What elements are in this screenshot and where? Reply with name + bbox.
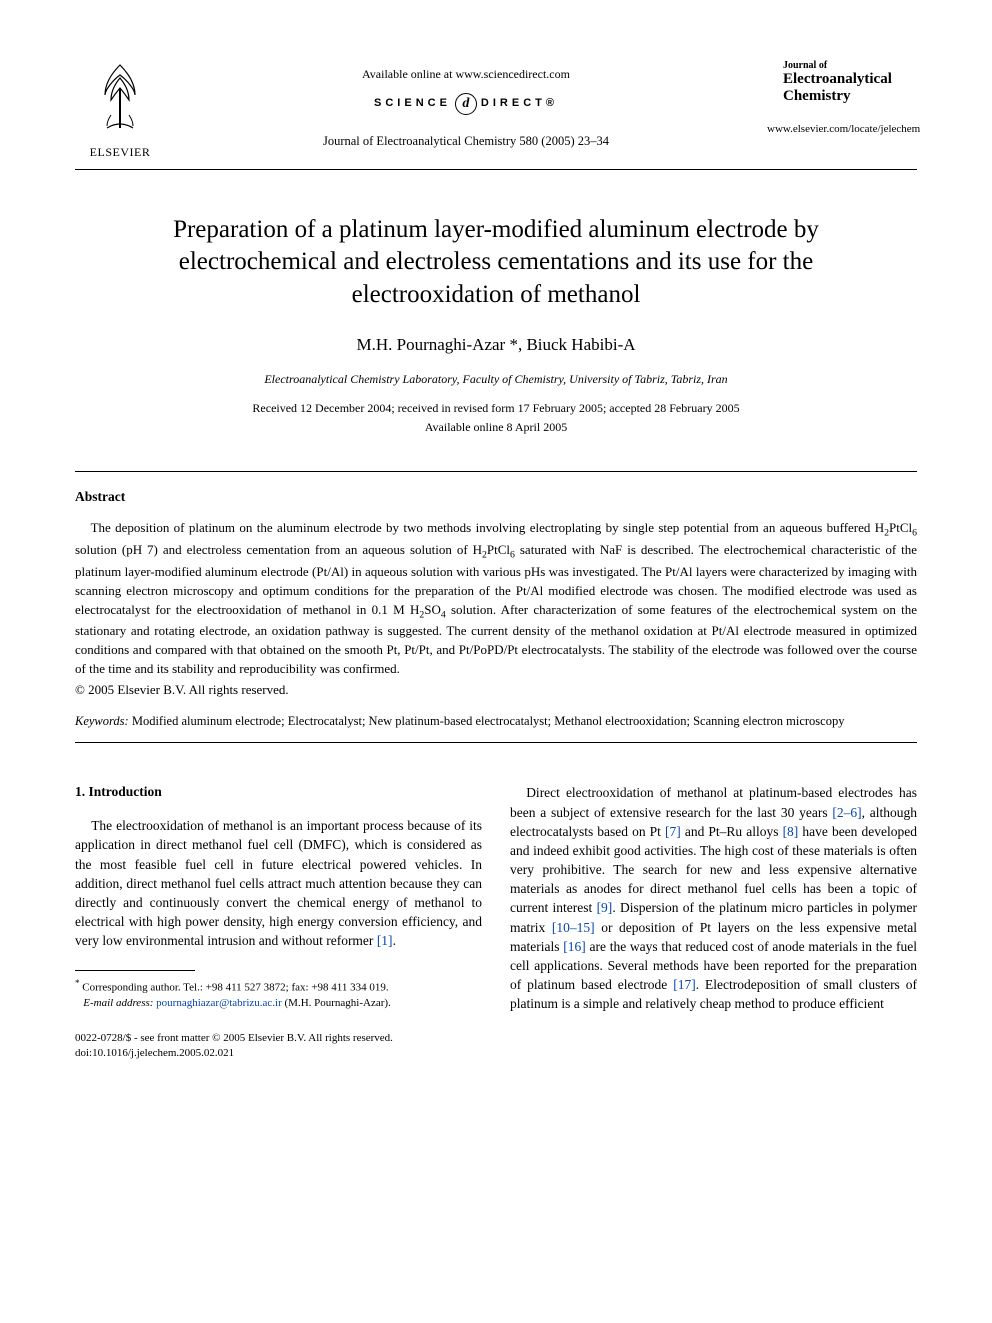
ref-8-link[interactable]: [8] <box>783 824 799 839</box>
ref-17-link[interactable]: [17] <box>673 977 696 992</box>
journal-cover-block: Journal of Electroanalytical Chemistry w… <box>767 60 917 137</box>
abstract-body: The deposition of platinum on the alumin… <box>75 519 917 678</box>
email-tail: (M.H. Pournaghi-Azar). <box>282 997 391 1009</box>
ref-10-15-link[interactable]: [10–15] <box>552 920 595 935</box>
intro-paragraph-2: Direct electrooxidation of methanol at p… <box>510 783 917 1013</box>
keywords-text: Modified aluminum electrode; Electrocata… <box>129 714 845 728</box>
p1a: The electrooxidation of methanol is an i… <box>75 818 482 948</box>
header-center: Available online at www.sciencedirect.co… <box>165 60 767 150</box>
journal-cover-title: Journal of Electroanalytical Chemistry <box>767 60 917 104</box>
article-title: Preparation of a platinum layer-modified… <box>95 214 897 312</box>
corresponding-author-footnote: * Corresponding author. Tel.: +98 411 52… <box>75 977 482 996</box>
sd-left: SCIENCE <box>374 96 451 111</box>
p1b: . <box>393 933 396 948</box>
keywords-block: Keywords: Modified aluminum electrode; E… <box>75 713 917 731</box>
journal-cover-main: Electroanalytical Chemistry <box>783 71 892 104</box>
keywords-label: Keywords: <box>75 714 129 728</box>
article-affiliation: Electroanalytical Chemistry Laboratory, … <box>75 371 917 388</box>
ref-2-6-link[interactable]: [2–6] <box>832 805 861 820</box>
journal-reference: Journal of Electroanalytical Chemistry 5… <box>165 133 767 151</box>
footnote-separator <box>75 970 195 971</box>
journal-locate-url: www.elsevier.com/locate/jelechem <box>767 122 917 137</box>
article-dates-2: Available online 8 April 2005 <box>75 419 917 436</box>
email-footnote: E-mail address: pournaghiazar@tabrizu.ac… <box>75 996 482 1011</box>
ref-1-link[interactable]: [1] <box>377 933 393 948</box>
available-online-text: Available online at www.sciencedirect.co… <box>165 66 767 83</box>
journal-cover-small: Journal of <box>783 60 917 71</box>
doi-line: doi:10.1016/j.jelechem.2005.02.021 <box>75 1046 482 1061</box>
header-rule <box>75 169 917 170</box>
footnote-star-icon: * <box>75 978 80 988</box>
elsevier-tree-icon <box>85 60 155 140</box>
body-columns: 1. Introduction The electrooxidation of … <box>75 783 917 1060</box>
abstract-heading: Abstract <box>75 488 917 507</box>
email-label: E-mail address: <box>83 997 153 1009</box>
page-header: ELSEVIER Available online at www.science… <box>75 60 917 161</box>
copyright-line: © 2005 Elsevier B.V. All rights reserved… <box>75 681 917 699</box>
sd-right: DIRECT® <box>481 96 558 111</box>
publisher-name: ELSEVIER <box>75 144 165 161</box>
right-column: Direct electrooxidation of methanol at p… <box>510 783 917 1060</box>
ref-16-link[interactable]: [16] <box>563 939 586 954</box>
sd-glyph-icon: d <box>455 93 477 115</box>
sciencedirect-logo: SCIENCE d DIRECT® <box>374 93 558 115</box>
ref-7-link[interactable]: [7] <box>665 824 681 839</box>
p2c: and Pt–Ru alloys <box>681 824 783 839</box>
issn-line: 0022-0728/$ - see front matter © 2005 El… <box>75 1031 482 1046</box>
left-column: 1. Introduction The electrooxidation of … <box>75 783 482 1060</box>
article-dates-1: Received 12 December 2004; received in r… <box>75 400 917 417</box>
abstract-top-rule <box>75 471 917 472</box>
author-email-link[interactable]: pournaghiazar@tabrizu.ac.ir <box>156 997 282 1009</box>
keywords-bottom-rule <box>75 742 917 743</box>
front-matter-meta: 0022-0728/$ - see front matter © 2005 El… <box>75 1031 482 1061</box>
section-1-heading: 1. Introduction <box>75 783 482 802</box>
intro-paragraph-1: The electrooxidation of methanol is an i… <box>75 816 482 950</box>
ref-9-link[interactable]: [9] <box>597 900 613 915</box>
footnote-corr-text: Corresponding author. Tel.: +98 411 527 … <box>82 982 388 994</box>
publisher-logo-block: ELSEVIER <box>75 60 165 161</box>
article-authors: M.H. Pournaghi-Azar *, Biuck Habibi-A <box>75 333 917 357</box>
